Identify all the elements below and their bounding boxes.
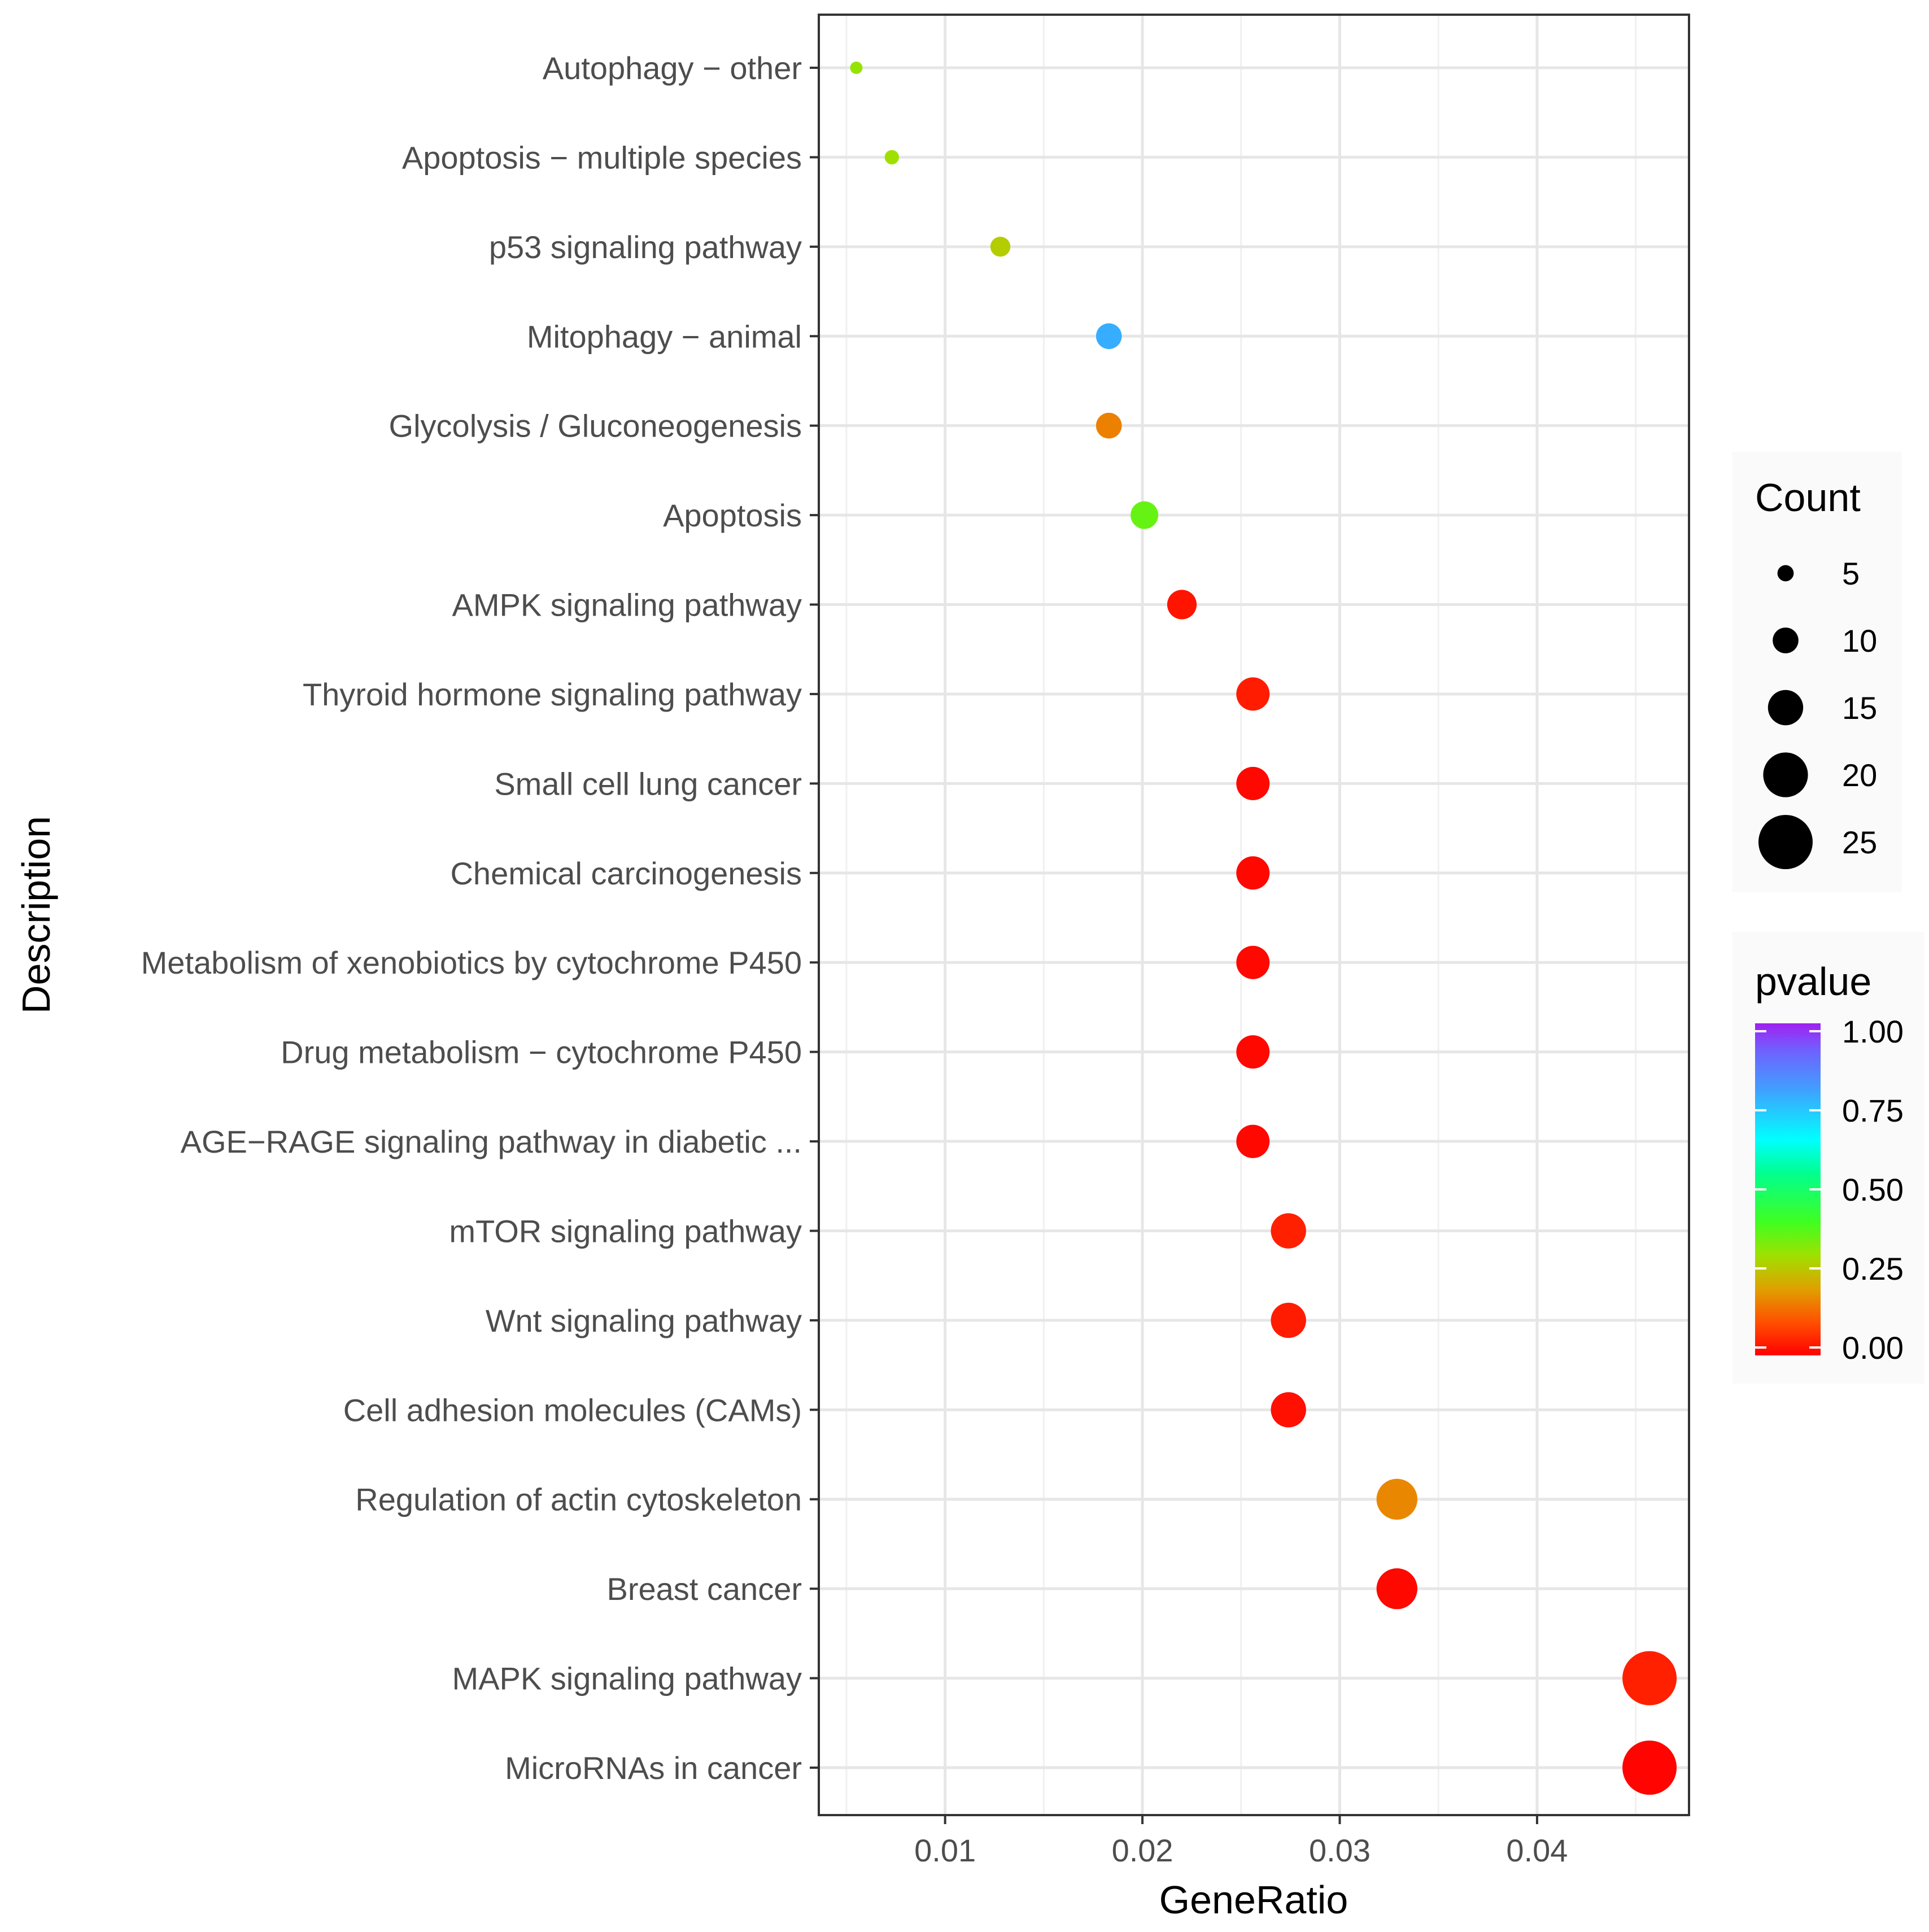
colorbar-label: 0.25 xyxy=(1842,1251,1904,1286)
data-points xyxy=(850,62,1677,1795)
data-point xyxy=(1096,412,1122,439)
size-legend-dot xyxy=(1777,565,1794,582)
data-point xyxy=(1376,1479,1417,1520)
data-point xyxy=(1236,677,1270,711)
y-tick-label: Apoptosis xyxy=(663,498,802,533)
colorbar-label: 0.00 xyxy=(1842,1330,1904,1366)
y-tick-label: Cell adhesion molecules (CAMs) xyxy=(343,1392,802,1428)
size-legend-title: Count xyxy=(1755,476,1861,520)
data-point xyxy=(1167,590,1197,620)
data-point xyxy=(1236,1035,1270,1069)
y-tick-label: Chemical carcinogenesis xyxy=(450,856,802,891)
data-point xyxy=(1236,1124,1270,1158)
data-point xyxy=(1236,945,1270,979)
plot-panel xyxy=(819,15,1689,1815)
size-legend-label: 20 xyxy=(1842,757,1877,793)
x-axis-labels: 0.01 0.02 0.03 0.04 xyxy=(914,1833,1568,1868)
size-legend-items: 5 10 15 20 25 xyxy=(1758,556,1877,869)
x-axis-title: GeneRatio xyxy=(1159,1878,1348,1922)
data-point xyxy=(1271,1302,1306,1338)
data-point xyxy=(1236,856,1270,890)
data-point xyxy=(1622,1741,1677,1795)
data-point xyxy=(990,237,1011,257)
x-tick-label: 0.03 xyxy=(1309,1833,1371,1868)
y-tick-label: Breast cancer xyxy=(607,1571,802,1607)
data-point xyxy=(1271,1213,1306,1249)
x-axis-ticks xyxy=(944,1815,1538,1824)
data-point xyxy=(1271,1392,1306,1428)
colorbar-label: 0.75 xyxy=(1842,1093,1904,1128)
size-legend-label: 5 xyxy=(1842,556,1860,591)
minor-gridlines xyxy=(845,15,1637,1815)
y-tick-label: Wnt signaling pathway xyxy=(486,1303,802,1338)
plot-border xyxy=(818,14,1690,1816)
y-tick-label: MAPK signaling pathway xyxy=(452,1661,802,1697)
colorbar-label: 0.50 xyxy=(1842,1172,1904,1207)
y-tick-label: AGE−RAGE signaling pathway in diabetic .… xyxy=(181,1124,802,1159)
color-legend-ticks: 1.00 0.75 0.50 0.25 0.00 xyxy=(1755,1014,1904,1366)
size-legend-background xyxy=(1732,452,1902,892)
size-legend-label: 15 xyxy=(1842,690,1877,726)
y-tick-label: p53 signaling pathway xyxy=(489,229,802,265)
colorbar-label: 1.00 xyxy=(1842,1014,1904,1049)
size-legend-dot xyxy=(1758,815,1813,869)
data-point xyxy=(1236,766,1270,800)
y-tick-label: Small cell lung cancer xyxy=(494,766,802,801)
size-legend-label: 25 xyxy=(1842,825,1877,860)
x-tick-label: 0.01 xyxy=(914,1833,976,1868)
y-tick-label: Apoptosis − multiple species xyxy=(402,139,802,175)
y-tick-label: Thyroid hormone signaling pathway xyxy=(303,677,802,712)
y-tick-label: Autophagy − other xyxy=(543,50,802,86)
y-tick-label: Drug metabolism − cytochrome P450 xyxy=(281,1035,802,1070)
color-legend-title: pvalue xyxy=(1755,960,1871,1004)
data-point xyxy=(850,62,863,74)
y-tick-label: Glycolysis / Gluconeogenesis xyxy=(389,408,802,444)
size-legend-label: 10 xyxy=(1842,623,1877,658)
size-legend-dot xyxy=(1773,627,1799,653)
y-tick-label: Mitophagy − animal xyxy=(527,319,802,354)
y-tick-label: MicroRNAs in cancer xyxy=(505,1750,802,1786)
x-tick-label: 0.04 xyxy=(1506,1833,1568,1868)
y-axis-ticks xyxy=(810,67,819,1769)
size-legend-dot xyxy=(1767,690,1804,726)
data-point xyxy=(1096,323,1122,350)
y-axis-labels: Autophagy − other Apoptosis − multiple sp… xyxy=(141,50,802,1786)
data-point xyxy=(1376,1568,1417,1610)
x-tick-label: 0.02 xyxy=(1112,1833,1173,1868)
y-tick-label: Metabolism of xenobiotics by cytochrome … xyxy=(141,945,802,980)
y-tick-label: Regulation of actin cytoskeleton xyxy=(355,1482,802,1517)
y-tick-label: mTOR signaling pathway xyxy=(449,1213,802,1249)
y-axis-title: Description xyxy=(14,816,58,1014)
y-tick-label: AMPK signaling pathway xyxy=(452,587,802,623)
data-point xyxy=(1622,1651,1677,1706)
data-point xyxy=(884,150,900,165)
data-point xyxy=(1131,501,1159,529)
size-legend-dot xyxy=(1763,752,1808,797)
